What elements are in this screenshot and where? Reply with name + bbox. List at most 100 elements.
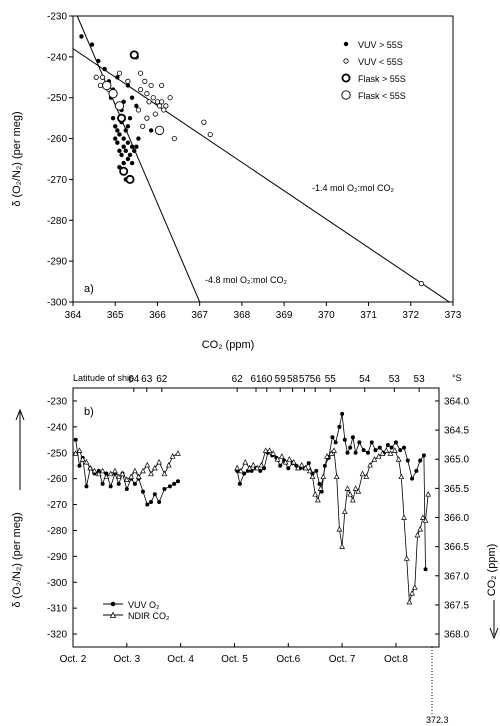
a-point-series-0 xyxy=(123,148,128,154)
b-top-tick-label: 59 xyxy=(275,374,287,385)
b-point-ndir-co2 xyxy=(315,496,321,503)
a-y-tick-label: -270 xyxy=(47,175,67,186)
legend-vuv-o2-marker xyxy=(110,601,116,607)
b-point-ndir-co2 xyxy=(339,543,345,549)
b-point-ndir-co2 xyxy=(336,525,343,532)
a-point-series-0 xyxy=(96,58,101,64)
a-x-tick-label: 370 xyxy=(318,310,335,321)
b-y2-tick-label: 367.5 xyxy=(444,600,469,611)
a-point-series-1 xyxy=(171,135,177,142)
a-x-tick-label: 372 xyxy=(402,310,419,321)
a-point-series-0 xyxy=(119,152,124,158)
b-point-ndir-co2 xyxy=(395,456,402,462)
a-y-tick-label: -300 xyxy=(47,298,67,309)
a-point-series-1 xyxy=(418,281,424,287)
b-point-ndir-co2 xyxy=(403,555,410,561)
b-point-ndir-co2 xyxy=(350,496,356,503)
b-point-ndir-co2 xyxy=(387,450,394,456)
b-point-ndir-co2 xyxy=(262,447,269,453)
b-point-ndir-co2 xyxy=(274,456,281,462)
panel-b-y-axis-label: δ (O₂/N₂) (per meg) xyxy=(11,512,23,607)
a-point-series-0 xyxy=(115,75,120,80)
a-point-series-1 xyxy=(148,82,154,89)
legend-flask-lt-55s-marker xyxy=(341,90,351,100)
b-series-line-0 xyxy=(75,439,179,506)
b-top-tick-label: 58 xyxy=(287,374,299,385)
b-point-ndir-co2 xyxy=(103,473,110,480)
b-point-vuv-o2 xyxy=(350,435,355,440)
b-point-vuv-o2 xyxy=(175,479,180,484)
b-point-ndir-co2 xyxy=(355,488,362,494)
b-y-tick-label: -260 xyxy=(47,474,67,485)
b-point-ndir-co2 xyxy=(83,458,90,465)
b-point-vuv-o2 xyxy=(402,445,407,450)
b-point-ndir-co2 xyxy=(347,491,354,497)
b-point-ndir-co2 xyxy=(344,485,351,491)
panel-a-x-axis-label: CO₂ (ppm) xyxy=(202,339,255,351)
b-point-vuv-o2 xyxy=(278,463,283,468)
b-point-vuv-o2 xyxy=(162,487,167,492)
b-y-tick-label: -250 xyxy=(47,448,67,459)
b-point-ndir-co2 xyxy=(282,458,289,465)
b-point-ndir-co2 xyxy=(317,485,324,491)
legend-flask-gt-55s: Flask > 55S xyxy=(358,74,406,84)
b-point-vuv-o2 xyxy=(361,448,366,453)
b-x-tick-label: Oct. 3 xyxy=(113,654,140,665)
a-point-series-0 xyxy=(79,34,84,39)
panel-b-label: b) xyxy=(84,406,94,418)
a-point-series-0 xyxy=(115,140,120,145)
a-point-series-0 xyxy=(121,160,126,166)
b-point-ndir-co2 xyxy=(379,450,386,456)
b-point-ndir-co2 xyxy=(411,584,418,590)
b-x-tick-label: Oct.8 xyxy=(384,654,408,665)
b-point-vuv-o2 xyxy=(145,502,150,507)
b-point-vuv-o2 xyxy=(342,437,347,442)
a-point-series-3 xyxy=(114,101,125,111)
b-point-ndir-co2 xyxy=(128,473,135,480)
b-point-vuv-o2 xyxy=(353,450,358,455)
b-point-ndir-co2 xyxy=(132,467,138,474)
b-point-vuv-o2 xyxy=(421,453,426,458)
b-top-tick-label: 61 xyxy=(250,374,262,385)
b-point-ndir-co2 xyxy=(254,464,260,471)
legend-vuv-lt-55s: VUV < 55S xyxy=(358,57,403,67)
offscale-value: 372.3 xyxy=(426,715,449,725)
b-y2-tick-label: 364.5 xyxy=(444,426,469,437)
legend-vuv-gt-55s: VUV > 55S xyxy=(358,40,403,50)
panel-b-left-ticks: -230 -240 -250 -260 -270 -280 -290 -300 -310 -320 xyxy=(47,396,77,641)
b-point-ndir-co2 xyxy=(409,590,415,596)
a-point-series-1 xyxy=(156,103,163,109)
a-y-tick-label: -230 xyxy=(47,12,67,23)
a-point-series-0 xyxy=(125,83,131,88)
b-point-vuv-o2 xyxy=(423,567,428,572)
b-point-ndir-co2 xyxy=(144,461,151,468)
a-point-series-0 xyxy=(125,124,131,129)
b-point-vuv-o2 xyxy=(377,445,382,450)
b-point-ndir-co2 xyxy=(119,470,126,477)
a-point-series-1 xyxy=(150,95,156,101)
a-point-series-0 xyxy=(117,148,122,154)
panel-b-latitude-ticks: 64 63 62 62 61 60 59 58 57 56 55 54 53 53 xyxy=(128,374,425,392)
b-point-ndir-co2 xyxy=(391,447,398,453)
b-point-ndir-co2 xyxy=(151,464,158,471)
legend-vuv-gt-55s-marker xyxy=(343,41,349,47)
b-point-ndir-co2 xyxy=(298,461,305,468)
a-point-series-1 xyxy=(161,107,167,113)
a-x-tick-label: 369 xyxy=(276,310,293,321)
a-x-tick-label: 364 xyxy=(65,310,82,321)
b-point-ndir-co2 xyxy=(115,473,122,480)
a-x-tick-label: 365 xyxy=(107,310,124,321)
panel-b-series xyxy=(73,411,432,605)
top-axis-unit: °S xyxy=(452,373,462,383)
b-y2-tick-label: 368.0 xyxy=(444,630,469,641)
a-point-series-1 xyxy=(167,95,173,101)
a-y-tick-label: -250 xyxy=(47,93,67,104)
a-point-series-0 xyxy=(134,103,139,109)
b-point-ndir-co2 xyxy=(406,598,413,605)
b-point-vuv-o2 xyxy=(340,411,345,416)
a-point-series-1 xyxy=(146,99,152,105)
b-point-ndir-co2 xyxy=(234,464,241,471)
b-point-ndir-co2 xyxy=(286,456,293,462)
b-top-tick-label: 53 xyxy=(414,374,426,385)
b-point-vuv-o2 xyxy=(73,437,78,442)
